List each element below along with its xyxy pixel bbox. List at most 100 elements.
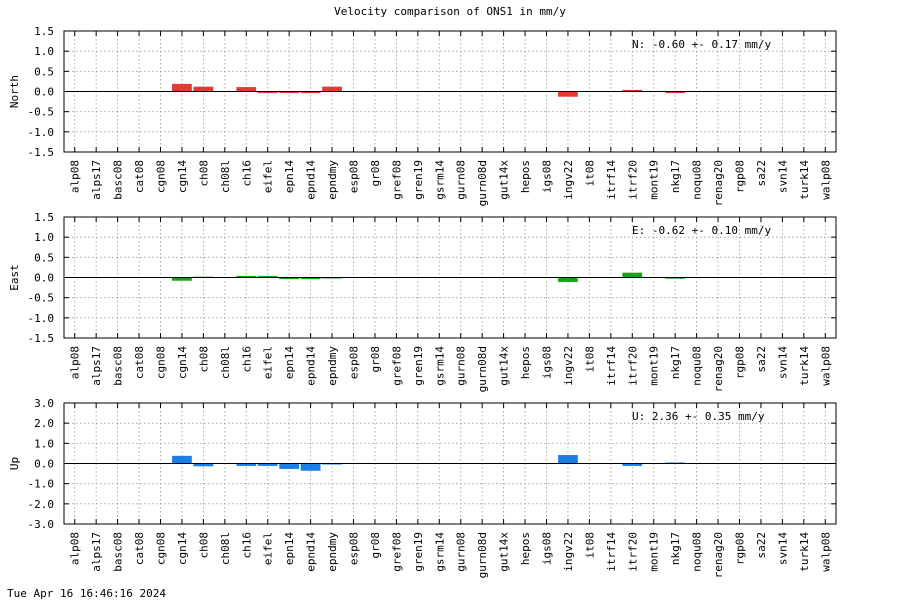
- x-tick-label: eifel: [262, 532, 275, 565]
- x-tick-label: noqu08: [691, 160, 704, 200]
- x-tick-label: ingv22: [562, 346, 575, 386]
- x-tick-label: cgn14: [176, 346, 189, 379]
- bar-epn14: [279, 277, 300, 280]
- y-axis-label: North: [8, 75, 21, 108]
- x-tick-label: walp08: [819, 532, 832, 572]
- x-tick-label: hepos: [519, 160, 532, 193]
- y-tick-label: -2.0: [28, 498, 55, 511]
- x-tick-label: itrf14: [605, 346, 618, 386]
- bar-epndmy: [322, 463, 342, 465]
- x-tick-label: gren19: [412, 532, 425, 572]
- x-tick-label: itrf20: [626, 346, 639, 386]
- x-tick-label: rgp08: [734, 346, 747, 379]
- x-tick-label: ch08l: [219, 532, 232, 565]
- x-tick-label: alps17: [90, 532, 103, 572]
- x-tick-label: ch08l: [219, 346, 232, 379]
- plot-frame: [63, 402, 837, 525]
- x-tick-label: gsrm14: [433, 346, 446, 386]
- x-tick-label: gut14x: [498, 346, 511, 386]
- x-tick-label: basc08: [112, 346, 125, 386]
- stats-label: E: -0.62 +- 0.10 mm/y: [632, 224, 771, 237]
- x-tick-label: epn14: [283, 532, 296, 565]
- bar-epn14: [279, 463, 300, 469]
- x-tick-label: epnd14: [305, 160, 318, 200]
- bar-cgn14: [172, 455, 192, 464]
- y-tick-label: 0.5: [34, 65, 54, 78]
- x-tick-label: it08: [583, 532, 596, 559]
- y-tick-label: -1.5: [28, 332, 55, 345]
- y-tick-label: -1.0: [28, 312, 55, 325]
- bar-itrf20: [622, 89, 643, 92]
- x-tick-label: nkg17: [669, 160, 682, 193]
- x-tick-label: noqu08: [691, 532, 704, 572]
- x-tick-label: eifel: [262, 160, 275, 193]
- y-tick-label: 0.0: [34, 86, 54, 99]
- x-tick-label: gref08: [390, 160, 403, 200]
- y-tick-label: -1.0: [28, 478, 55, 491]
- x-tick-label: itrf14: [605, 532, 618, 572]
- x-tick-label: itrf20: [626, 532, 639, 572]
- x-tick-label: cat08: [133, 346, 146, 379]
- x-tick-label: svn14: [776, 346, 789, 379]
- x-tick-label: epn14: [283, 160, 296, 193]
- stats-label: U: 2.36 +- 0.35 mm/y: [632, 410, 765, 423]
- x-tick-label: alps17: [90, 346, 103, 386]
- y-tick-label: 0.0: [34, 272, 54, 285]
- x-tick-label: gsrm14: [433, 160, 446, 200]
- y-tick-label: -3.0: [28, 518, 55, 531]
- y-tick-label: -0.5: [28, 106, 55, 119]
- x-tick-label: esp08: [348, 532, 361, 565]
- bar-eifel: [257, 275, 278, 278]
- bar-eifel: [257, 463, 278, 466]
- x-tick-label: cgn08: [155, 532, 168, 565]
- x-tick-label: cgn08: [155, 346, 168, 379]
- y-tick-label: -0.5: [28, 292, 55, 305]
- x-tick-label: alp08: [69, 532, 82, 565]
- x-tick-label: sa22: [755, 532, 768, 559]
- x-tick-label: epn14: [283, 346, 296, 379]
- x-tick-label: rgp08: [734, 532, 747, 565]
- y-tick-label: 2.0: [34, 417, 54, 430]
- x-tick-label: cgn08: [155, 160, 168, 193]
- x-tick-label: alp08: [69, 346, 82, 379]
- x-tick-label: epndmy: [326, 160, 339, 200]
- x-tick-label: epndmy: [326, 532, 339, 572]
- y-tick-label: 1.5: [34, 211, 54, 224]
- x-tick-label: basc08: [112, 532, 125, 572]
- x-tick-label: turk14: [798, 160, 811, 200]
- bar-ch16: [236, 87, 257, 92]
- x-tick-label: sa22: [755, 346, 768, 373]
- x-tick-label: gurn08: [455, 532, 468, 572]
- bar-nkg17: [665, 91, 686, 94]
- x-tick-label: it08: [583, 346, 596, 373]
- bar-ch08: [193, 86, 214, 92]
- x-tick-label: svn14: [776, 532, 789, 565]
- bar-epnd14: [300, 277, 321, 280]
- bar-ingv22: [558, 91, 578, 97]
- x-tick-label: turk14: [798, 532, 811, 572]
- x-tick-label: gurn08d: [476, 160, 489, 206]
- y-tick-label: 1.5: [34, 25, 54, 38]
- x-tick-label: ingv22: [562, 532, 575, 572]
- x-tick-label: svn14: [776, 160, 789, 193]
- x-tick-label: rgp08: [734, 160, 747, 193]
- x-tick-label: gr08: [369, 532, 382, 559]
- x-tick-label: epndmy: [326, 346, 339, 386]
- x-tick-label: basc08: [112, 160, 125, 200]
- x-tick-label: renag20: [712, 160, 725, 206]
- x-tick-label: mont19: [648, 532, 661, 572]
- x-tick-label: alps17: [90, 160, 103, 200]
- x-tick-label: gsrm14: [433, 532, 446, 572]
- x-tick-label: cat08: [133, 532, 146, 565]
- x-tick-label: gut14x: [498, 532, 511, 572]
- x-tick-label: esp08: [348, 346, 361, 379]
- x-tick-label: nkg17: [669, 532, 682, 565]
- y-tick-label: -1.5: [28, 146, 55, 159]
- x-tick-label: nkg17: [669, 346, 682, 379]
- bar-cgn14: [172, 83, 192, 92]
- x-tick-label: epnd14: [305, 532, 318, 572]
- bar-epndmy: [322, 86, 342, 92]
- chart-title: Velocity comparison of ONS1 in mm/y: [334, 5, 566, 18]
- x-tick-label: ch16: [240, 532, 253, 559]
- x-tick-label: ingv22: [562, 160, 575, 200]
